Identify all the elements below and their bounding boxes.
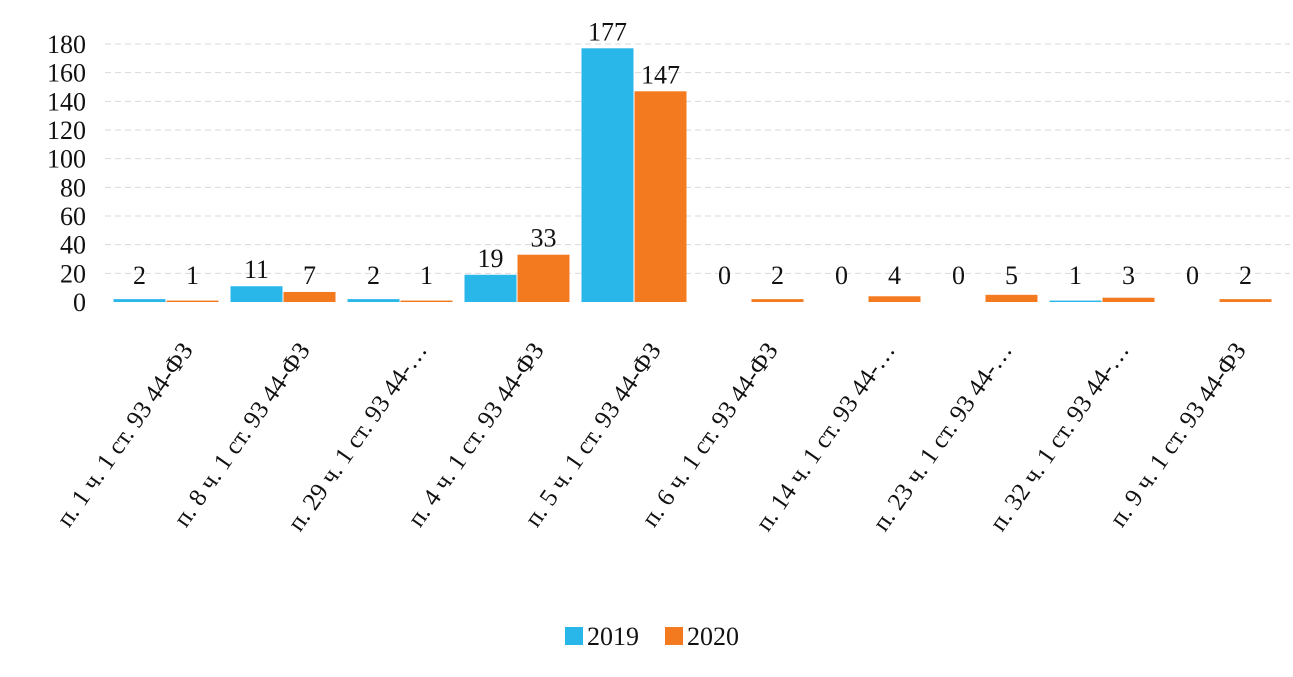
data-label-2020: 5	[1005, 261, 1018, 290]
bar-2020	[166, 300, 219, 302]
bar-2019	[581, 48, 634, 302]
data-label-2020: 3	[1122, 261, 1135, 290]
bar-2020	[1102, 297, 1155, 302]
data-label-2019: 1	[1069, 261, 1082, 290]
bar-2020	[1219, 299, 1272, 302]
y-tick-label: 140	[47, 87, 86, 116]
data-label-2020: 4	[888, 261, 901, 290]
bar-2019	[113, 299, 166, 302]
data-label-2019: 0	[835, 261, 848, 290]
y-tick-label: 20	[60, 259, 86, 288]
data-label-2019: 19	[478, 244, 504, 273]
data-label-2019: 11	[244, 255, 269, 284]
data-label-2019: 177	[588, 17, 627, 46]
x-category-label: п. 4 ч. 1 ст. 93 44-ФЗ	[403, 338, 550, 532]
gridlines	[105, 43, 1290, 274]
data-label-2020: 7	[303, 261, 316, 290]
data-label-2019: 0	[952, 261, 965, 290]
data-label-2020: 1	[186, 261, 199, 290]
bar-2020	[634, 91, 687, 302]
x-category-label: п. 5 ч. 1 ст. 93 44-ФЗ	[520, 338, 667, 532]
data-label-2020: 147	[641, 60, 680, 89]
legend-swatch-2020	[665, 627, 683, 645]
x-category-label: п. 6 ч. 1 ст. 93 44-ФЗ	[637, 338, 784, 532]
y-tick-label: 180	[47, 30, 86, 59]
data-label-2020: 33	[531, 224, 557, 253]
bar-2019	[347, 299, 400, 302]
x-axis-category-labels: п. 1 ч. 1 ст. 93 44-ФЗп. 8 ч. 1 ст. 93 4…	[52, 338, 1252, 536]
bar-2019	[230, 286, 283, 302]
bar-2019	[1049, 300, 1102, 302]
data-label-2020: 2	[771, 261, 784, 290]
y-tick-label: 80	[60, 173, 86, 202]
data-label-2019: 2	[367, 261, 380, 290]
bar-2020	[517, 254, 570, 302]
bar-2020	[400, 300, 453, 302]
bar-2019	[464, 274, 517, 302]
legend-swatch-2019	[565, 627, 583, 645]
data-label-2020: 2	[1239, 261, 1252, 290]
data-label-2020: 1	[420, 261, 433, 290]
bar-2020	[985, 294, 1038, 302]
data-label-2019: 0	[718, 261, 731, 290]
x-category-label: п. 9 ч. 1 ст. 93 44-ФЗ	[1105, 338, 1252, 532]
y-tick-label: 160	[47, 59, 86, 88]
legend-label-2020: 2020	[687, 622, 739, 651]
y-tick-label: 100	[47, 145, 86, 174]
y-tick-label: 120	[47, 116, 86, 145]
x-category-label: п. 8 ч. 1 ст. 93 44-ФЗ	[169, 338, 316, 532]
y-tick-label: 40	[60, 231, 86, 260]
bars	[113, 48, 1272, 302]
legend: 2019 2020	[565, 622, 739, 651]
bar-2020	[751, 299, 804, 302]
x-category-label: п. 1 ч. 1 ст. 93 44-ФЗ	[52, 338, 199, 532]
data-label-2019: 2	[133, 261, 146, 290]
bar-2020	[283, 291, 336, 302]
y-tick-label: 0	[73, 288, 86, 317]
bar-2020	[868, 296, 921, 302]
data-label-2019: 0	[1186, 261, 1199, 290]
y-tick-label: 60	[60, 202, 86, 231]
legend-label-2019: 2019	[587, 622, 639, 651]
